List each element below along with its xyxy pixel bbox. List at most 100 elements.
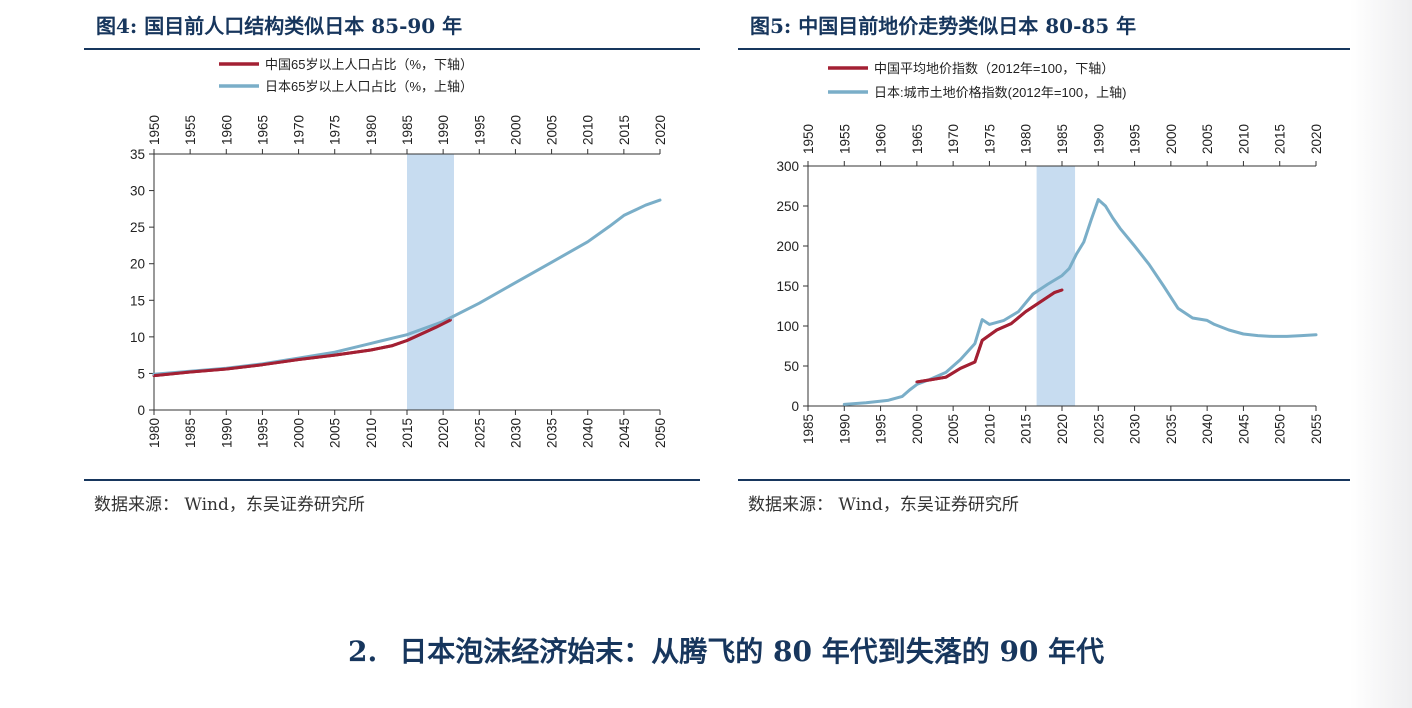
y-tick-label: 200: [776, 239, 799, 254]
legend-label-china: 中国65岁以上人口占比（%，下轴）: [265, 57, 473, 72]
x-bottom-tick-label: 2015: [1019, 414, 1034, 444]
y-tick-label: 15: [130, 293, 145, 308]
y-tick-label: 100: [776, 319, 799, 334]
x-bottom-tick-label: 2005: [946, 414, 961, 444]
section-heading: 2. 日本泡沫经济始末：从腾飞的 80 年代到失落的 90 年代: [348, 630, 1104, 670]
figure-5-label: 图5:: [750, 14, 792, 38]
x-bottom-tick-label: 2000: [910, 414, 925, 444]
x-bottom-tick-label: 1990: [837, 414, 852, 444]
x-bottom-tick-label: 2055: [1309, 414, 1324, 444]
y-tick-label: 5: [137, 366, 145, 381]
x-bottom-tick-label: 2020: [436, 418, 451, 448]
x-bottom-tick-label: 2040: [581, 418, 596, 448]
x-bottom-tick-label: 2040: [1200, 414, 1215, 444]
x-bottom-tick-label: 2030: [1128, 414, 1143, 444]
x-top-tick-label: 2000: [1164, 124, 1179, 154]
x-top-tick-label: 1990: [436, 115, 451, 145]
figure-4-title-text: 国目前人口结构类似日本 85-90 年: [144, 14, 463, 38]
y-tick-label: 150: [776, 279, 799, 294]
x-bottom-tick-label: 2010: [982, 414, 997, 444]
x-bottom-tick-label: 2050: [1273, 414, 1288, 444]
x-top-tick-label: 1965: [910, 124, 925, 154]
section-title: 日本泡沫经济始末：从腾飞的 80 年代到失落的 90 年代: [399, 635, 1105, 668]
x-bottom-tick-label: 2015: [400, 418, 415, 448]
figure-5-source: 数据来源： Wind，东吴证券研究所: [748, 495, 1019, 515]
x-top-tick-label: 2010: [581, 115, 596, 145]
legend-label-china: 中国平均地价指数（2012年=100，下轴）: [874, 61, 1114, 76]
x-bottom-tick-label: 2050: [653, 418, 668, 448]
x-bottom-tick-label: 2005: [328, 418, 343, 448]
x-bottom-tick-label: 1980: [147, 418, 162, 448]
x-bottom-tick-label: 1990: [219, 418, 234, 448]
x-bottom-tick-label: 1995: [255, 418, 270, 448]
figure-4-label: 图4:: [96, 14, 138, 38]
figure-4-bottom-rule: [84, 479, 700, 481]
figure-4-top-rule: [84, 48, 700, 50]
legend-label-japan: 日本65岁以上人口占比（%，上轴）: [265, 79, 473, 94]
x-bottom-tick-label: 1995: [874, 414, 889, 444]
x-top-tick-label: 1965: [255, 115, 270, 145]
x-bottom-tick-label: 1985: [183, 418, 198, 448]
x-top-tick-label: 1950: [801, 124, 816, 154]
y-tick-label: 20: [130, 257, 145, 272]
legend-label-japan: 日本:城市土地价格指数(2012年=100，上轴): [874, 85, 1126, 100]
china-series-line: [152, 318, 452, 378]
x-top-tick-label: 1960: [219, 115, 234, 145]
x-top-tick-label: 1955: [837, 124, 852, 154]
y-tick-label: 50: [784, 359, 799, 374]
x-top-tick-label: 2015: [1273, 124, 1288, 154]
y-tick-label: 0: [137, 403, 145, 418]
x-bottom-tick-label: 2035: [1164, 414, 1179, 444]
y-tick-label: 10: [130, 330, 145, 345]
x-top-tick-label: 1955: [183, 115, 198, 145]
x-top-tick-label: 2005: [545, 115, 560, 145]
figure-5-top-rule: [738, 48, 1350, 50]
x-top-tick-label: 2010: [1236, 124, 1251, 154]
y-tick-label: 25: [130, 220, 145, 235]
x-bottom-tick-label: 2010: [364, 418, 379, 448]
x-bottom-tick-label: 2045: [617, 418, 632, 448]
x-bottom-tick-label: 2020: [1055, 414, 1070, 444]
figure-4-source: 数据来源： Wind，东吴证券研究所: [94, 495, 365, 515]
y-tick-label: 30: [130, 184, 145, 199]
x-top-tick-label: 1970: [946, 124, 961, 154]
y-tick-label: 35: [130, 147, 145, 162]
x-top-tick-label: 1975: [328, 115, 343, 145]
x-bottom-tick-label: 2030: [508, 418, 523, 448]
x-bottom-tick-label: 2045: [1236, 414, 1251, 444]
japan-series-line: [842, 198, 1318, 406]
page-edge-shadow: [1350, 0, 1412, 708]
figure-5-title: 图5: 中国目前地价走势类似日本 80-85 年: [750, 10, 1136, 39]
y-tick-label: 0: [791, 399, 799, 414]
highlight-band: [407, 154, 454, 410]
x-bottom-tick-label: 2025: [472, 418, 487, 448]
x-top-tick-label: 1995: [472, 115, 487, 145]
x-top-tick-label: 1960: [874, 124, 889, 154]
x-bottom-tick-label: 2025: [1091, 414, 1106, 444]
y-tick-label: 250: [776, 199, 799, 214]
section-number: 2.: [348, 635, 378, 668]
x-top-tick-label: 2020: [1309, 124, 1324, 154]
x-top-tick-label: 1990: [1091, 124, 1106, 154]
figure-5-chart: 0 50 100 150 200 250 300 1985 1990 1995 2000 2005 20…: [776, 61, 1324, 444]
china-series-line-overlay: [153, 318, 452, 378]
x-bottom-tick-label: 2000: [292, 418, 307, 448]
x-top-tick-label: 1975: [982, 124, 997, 154]
x-top-tick-label: 2015: [617, 115, 632, 145]
figure-5-title-text: 中国目前地价走势类似日本 80-85 年: [798, 14, 1137, 38]
x-top-tick-label: 2020: [653, 115, 668, 145]
x-top-tick-label: 1980: [1019, 124, 1034, 154]
x-top-tick-label: 1985: [400, 115, 415, 145]
y-tick-label: 300: [776, 159, 799, 174]
figure-5-bottom-rule: [738, 479, 1350, 481]
x-bottom-tick-label: 1985: [801, 414, 816, 444]
x-top-tick-label: 1995: [1128, 124, 1143, 154]
china-series-line-overlay: [916, 288, 1063, 384]
x-top-tick-label: 1970: [292, 115, 307, 145]
x-top-tick-label: 1980: [364, 115, 379, 145]
x-bottom-tick-label: 2035: [545, 418, 560, 448]
x-top-tick-label: 2000: [508, 115, 523, 145]
figure-4-title: 图4: 国目前人口结构类似日本 85-90 年: [96, 10, 462, 39]
x-top-tick-label: 2005: [1200, 124, 1215, 154]
